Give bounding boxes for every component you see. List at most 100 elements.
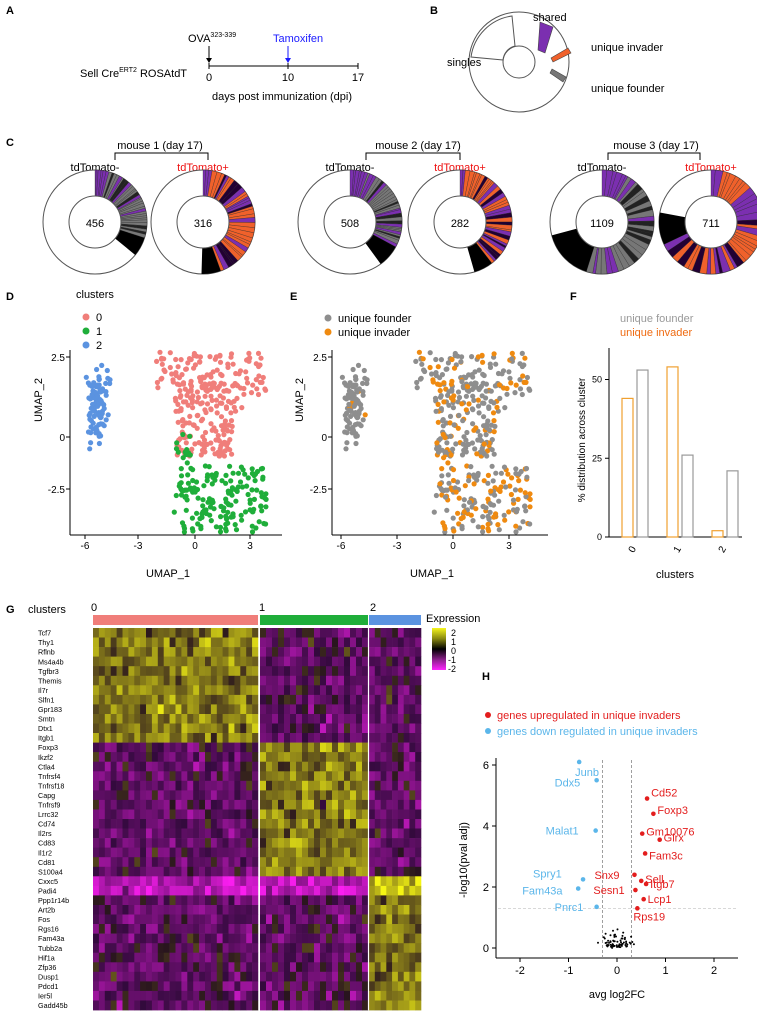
heatmap-cell — [181, 809, 188, 820]
heatmap-cell — [272, 761, 279, 772]
umap-point — [159, 361, 165, 367]
heatmap-cell — [110, 714, 117, 724]
umap-point — [187, 433, 193, 439]
heatmap-cell — [272, 952, 279, 963]
legend-label: 2 — [96, 340, 102, 352]
heatmap-cell — [308, 714, 315, 724]
umap-point — [221, 381, 227, 387]
heatmap-cell — [110, 656, 117, 667]
heatmap-cell — [332, 675, 339, 686]
heatmap-cell — [374, 647, 381, 657]
umap-point — [217, 447, 223, 453]
heatmap-cell — [392, 656, 399, 667]
heatmap-cell — [116, 647, 123, 657]
heatmap-cell — [320, 780, 327, 791]
heatmap-cell — [296, 742, 303, 753]
heatmap-cell — [146, 790, 153, 801]
mouse-title: mouse 2 (day 17) — [375, 140, 461, 152]
umap-point — [523, 379, 529, 385]
heatmap-cell — [199, 656, 206, 667]
heatmap-cell — [314, 905, 321, 915]
heatmap-cell — [266, 838, 273, 848]
heatmap-cell — [122, 752, 129, 762]
heatmap-cell — [356, 847, 363, 858]
heatmap-cell — [169, 647, 176, 657]
heatmap-cell — [332, 752, 339, 762]
heatmap-cell — [314, 742, 321, 753]
heatmap-cell — [397, 933, 404, 944]
heatmap-cell — [98, 895, 106, 906]
heatmap-cell — [380, 761, 387, 772]
heatmap-cell — [403, 771, 410, 782]
heatmap-cell — [403, 694, 410, 705]
heatmap-cell — [104, 742, 111, 753]
heatmap-cell — [157, 799, 164, 810]
heatmap-cell — [163, 819, 170, 829]
heatmap-cell — [252, 857, 259, 868]
heatmap-cell — [140, 694, 147, 705]
heatmap-cell — [246, 885, 253, 896]
heatmap-cell — [415, 990, 422, 1001]
heatmap-cell — [234, 675, 241, 686]
umap-point — [484, 425, 490, 431]
umap-point — [204, 401, 211, 407]
heatmap-cell — [205, 647, 212, 657]
heatmap-cell — [205, 752, 212, 762]
heatmap-cell — [199, 971, 206, 982]
heatmap-cell — [157, 866, 164, 877]
heatmap-cell — [403, 714, 410, 724]
ns-point — [625, 942, 628, 945]
heatmap-cell — [128, 637, 135, 648]
umap-point — [188, 388, 194, 394]
heatmap-cell — [344, 905, 351, 915]
heatmap-cell — [356, 819, 363, 829]
heatmap-cell — [302, 971, 309, 982]
heatmap-cell — [110, 962, 117, 973]
heatmap-cell — [122, 857, 129, 868]
heatmap-cell — [296, 723, 303, 734]
heatmap-cell — [175, 838, 182, 848]
heatmap-cell — [332, 704, 339, 715]
heatmap-cell — [240, 704, 247, 715]
heatmap-cell — [409, 752, 416, 762]
heatmap-cell — [193, 885, 200, 896]
heatmap-cell — [181, 962, 188, 973]
heatmap-cell — [278, 761, 285, 772]
heatmap-cell — [240, 847, 247, 858]
heatmap-cell — [278, 628, 285, 638]
heatmap-cell — [296, 685, 303, 696]
umap-point — [167, 350, 173, 356]
umap-point — [208, 518, 214, 524]
heatmap-cell — [216, 895, 223, 906]
heatmap-cell — [222, 838, 229, 848]
ns-point — [609, 934, 612, 937]
heatmap-cell — [98, 704, 106, 715]
umap-point — [99, 362, 105, 368]
heatmap-cell — [332, 790, 339, 801]
y-tick-label: 2.5 — [51, 353, 65, 364]
heatmap-cell — [308, 962, 315, 973]
umap-point — [227, 447, 233, 453]
heatmap-cell — [169, 914, 176, 925]
heatmap-cell — [134, 943, 141, 954]
heatmap-cell — [234, 799, 241, 810]
umap-point — [85, 429, 92, 435]
heatmap-cell — [199, 819, 206, 829]
heatmap-cell — [98, 933, 106, 944]
heatmap-cell — [240, 723, 247, 734]
heatmap-cell — [157, 971, 164, 982]
umap-point — [89, 383, 95, 389]
heatmap-cell — [234, 733, 241, 743]
heatmap-cell — [122, 962, 129, 973]
heatmap-cell — [175, 981, 182, 992]
heatmap-cell — [216, 876, 223, 887]
heatmap-cell — [175, 971, 182, 982]
umap-point — [510, 497, 517, 503]
heatmap-cell — [397, 723, 404, 734]
heatmap-cell — [320, 943, 327, 954]
umap-point — [486, 516, 492, 522]
heatmap-cell — [122, 1000, 129, 1011]
umap-point — [447, 413, 454, 419]
heatmap-cell — [397, 981, 404, 992]
umap-point — [249, 529, 256, 535]
